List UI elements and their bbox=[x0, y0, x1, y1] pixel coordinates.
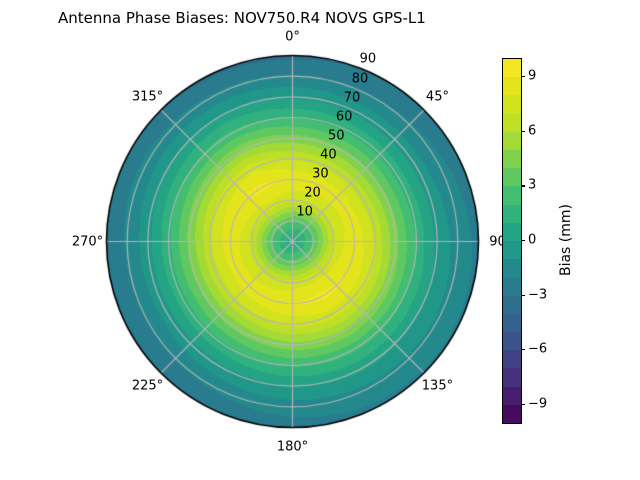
colorbar-band bbox=[503, 313, 521, 333]
colorbar-axis-label: Bias (mm) bbox=[558, 203, 574, 277]
colorbar-band bbox=[503, 131, 521, 151]
colorbar-band bbox=[503, 350, 521, 369]
colorbar-band bbox=[503, 332, 521, 351]
colorbar-band bbox=[503, 404, 521, 424]
colorbar-tick-mark bbox=[521, 349, 525, 351]
colorbar-tick-label: 3 bbox=[528, 177, 537, 193]
colorbar-tick-label: −6 bbox=[528, 341, 548, 357]
colorbar-band bbox=[503, 259, 521, 278]
colorbar-tick-mark bbox=[521, 185, 525, 187]
colorbar bbox=[502, 58, 522, 424]
colorbar-tick-label: −3 bbox=[528, 287, 548, 303]
colorbar-band bbox=[503, 204, 521, 223]
colorbar-band bbox=[503, 168, 521, 187]
colorbar-band bbox=[503, 277, 521, 296]
colorbar-band bbox=[503, 59, 521, 78]
colorbar-band bbox=[503, 222, 521, 242]
colorbar-band bbox=[503, 368, 521, 387]
colorbar-tick-mark bbox=[521, 76, 525, 78]
colorbar-band bbox=[503, 77, 521, 96]
colorbar-band bbox=[503, 295, 521, 314]
colorbar-tick-label: 9 bbox=[528, 68, 537, 84]
colorbar-tick-mark bbox=[521, 240, 525, 242]
colorbar-tick-mark bbox=[521, 403, 525, 405]
colorbar-band bbox=[503, 186, 521, 205]
colorbar-band bbox=[503, 386, 521, 405]
colorbar-band bbox=[503, 113, 521, 132]
colorbar-band bbox=[503, 95, 521, 114]
colorbar-tick-mark bbox=[521, 130, 525, 132]
colorbar-tick-mark bbox=[521, 294, 525, 296]
colorbar-band bbox=[503, 241, 521, 260]
colorbar-tick-label: 0 bbox=[528, 232, 537, 248]
colorbar-tick-label: 6 bbox=[528, 123, 537, 139]
colorbar-tick-label: −9 bbox=[528, 396, 548, 412]
colorbar-band bbox=[503, 150, 521, 169]
